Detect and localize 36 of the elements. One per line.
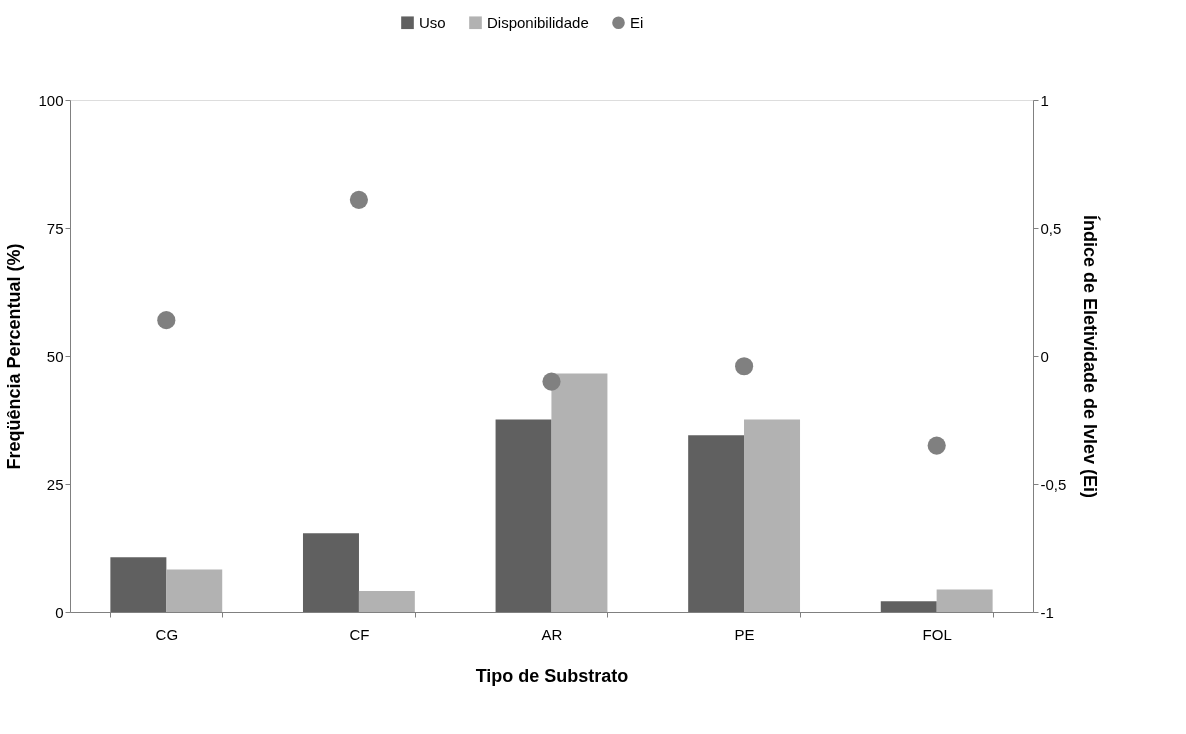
bar [358,591,415,612]
point [735,357,754,376]
y-tick-label: 100 [38,91,64,109]
y2-tick-label: 0,5 [1040,219,1062,237]
y-tick-label: 75 [46,219,64,237]
x-axis-title: Tipo de Substrato [475,665,629,686]
bar [936,589,993,612]
x-tick-label: FOL [922,625,952,643]
x-tick-label: PE [734,625,755,643]
y2-tick-label: 0 [1040,347,1049,365]
legend-label: Ei [630,13,644,31]
y2-tick-label: -0,5 [1040,475,1067,493]
bar [166,569,223,612]
bar [744,419,801,612]
x-tick-label: AR [541,625,563,643]
bar [551,373,608,612]
bar [110,557,167,612]
y-tick-label: 25 [46,475,64,493]
y2-axis-title: Índice de Eletividade de Ivlev (Ei) [1080,214,1102,499]
bar [302,533,359,612]
y-tick-label: 50 [46,347,64,365]
bar [688,435,745,612]
y2-tick-label: 1 [1040,91,1049,109]
point [927,436,946,455]
y-tick-label: 0 [55,603,64,621]
y2-tick-label: -1 [1040,603,1054,621]
y-axis-title: Freqüência Percentual (%) [4,243,25,470]
point [542,372,561,391]
x-tick-label: CF [349,625,370,643]
bar [880,601,937,612]
x-tick-label: CG [155,625,179,643]
point [349,190,368,209]
point [157,311,176,330]
bar [495,419,552,612]
legend-label: Disponibilidade [487,13,589,31]
legend-label: Uso [419,13,446,31]
